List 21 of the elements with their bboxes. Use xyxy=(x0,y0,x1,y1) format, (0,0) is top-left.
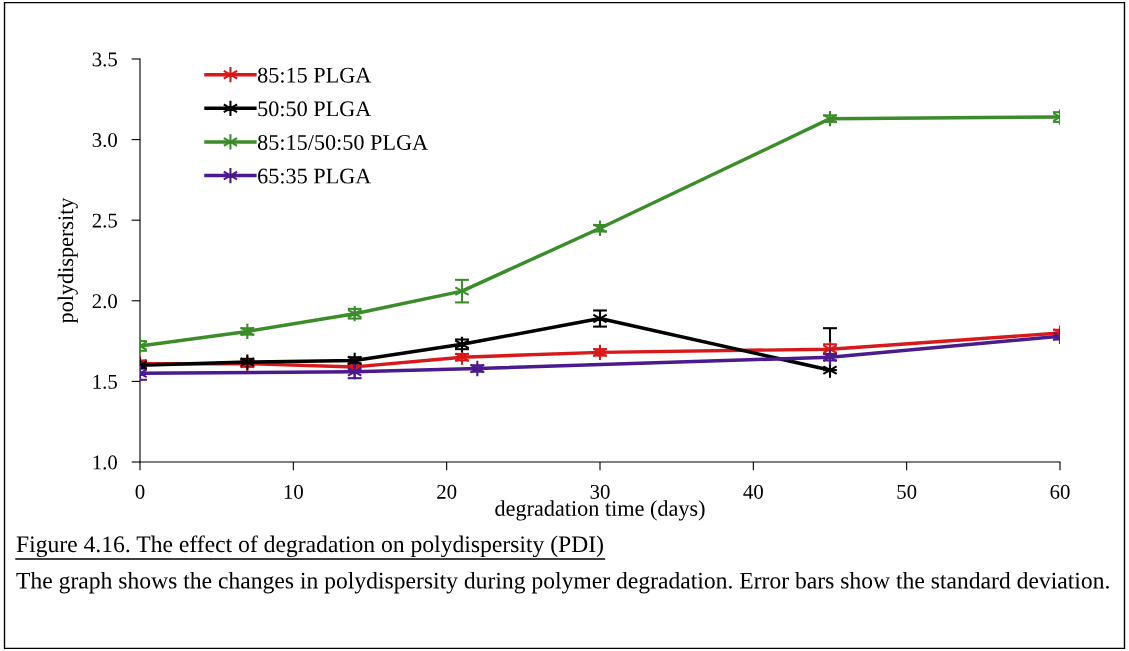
y-tick-label: 1.5 xyxy=(93,374,117,389)
legend-label: 50:50 PLGA xyxy=(258,101,372,117)
legend-label: 65:35 PLGA xyxy=(258,168,372,184)
y-tick-label: 2.5 xyxy=(92,213,117,228)
x-tick-label: 20 xyxy=(437,484,457,499)
x-tick-label: 10 xyxy=(284,484,303,499)
legend-label: 85:15 PLGA xyxy=(257,67,372,83)
y-tick-label: 3.0 xyxy=(92,132,117,148)
y-tick-label: 2.0 xyxy=(92,294,117,309)
y-tick-label: 3.5 xyxy=(92,52,117,67)
x-tick-label: 30 xyxy=(590,484,610,499)
x-tick-label: 0 xyxy=(135,484,145,499)
legend-label: 85:15/50:50 PLGA xyxy=(257,134,428,151)
y-axis-title: polydispersity xyxy=(57,197,78,324)
x-axis-title: degradation time (days) xyxy=(495,500,705,521)
text: Figure 4.16. The effect of degradation on polydispersity (PDI) xyxy=(16,535,603,558)
x-tick-label: 50 xyxy=(897,484,917,499)
x-tick-label: 60 xyxy=(1050,484,1070,499)
y-tick-label: 1.0 xyxy=(93,455,117,470)
x-tick-label: 40 xyxy=(743,484,763,499)
text: The graph shows the changes in polydispersity during polymer degradation. Error bars show the standard deviation. xyxy=(16,572,1109,594)
